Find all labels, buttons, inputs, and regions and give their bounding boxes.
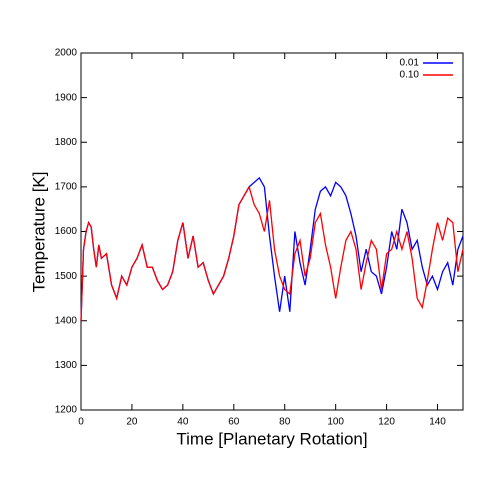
x-tick-label: 80 <box>279 417 291 428</box>
x-axis-label: Time [Planetary Rotation] <box>176 429 367 448</box>
legend-label: 0.10 <box>400 70 420 81</box>
x-tick-label: 60 <box>228 417 240 428</box>
x-tick-label: 20 <box>126 417 138 428</box>
series-line <box>80 176 464 321</box>
plot-frame <box>80 52 464 411</box>
x-tick-label: 0 <box>78 417 84 428</box>
y-tick-label: 1800 <box>55 137 78 148</box>
x-tick-label: 40 <box>177 417 189 428</box>
y-tick-label: 1400 <box>55 315 78 326</box>
y-tick-label: 1600 <box>55 226 78 237</box>
x-tick-label: 140 <box>429 417 446 428</box>
y-tick-label: 2000 <box>55 48 78 59</box>
y-tick-label: 1900 <box>55 92 78 103</box>
legend-label: 0.01 <box>400 58 420 69</box>
y-tick-label: 1500 <box>55 271 78 282</box>
x-tick-label: 120 <box>378 417 395 428</box>
y-tick-label: 1300 <box>55 360 78 371</box>
y-tick-label: 1700 <box>55 182 78 193</box>
series-line <box>80 185 464 321</box>
x-tick-label: 100 <box>327 417 344 428</box>
y-axis-label: Temperature [K] <box>29 172 48 293</box>
y-tick-label: 1200 <box>55 405 78 416</box>
